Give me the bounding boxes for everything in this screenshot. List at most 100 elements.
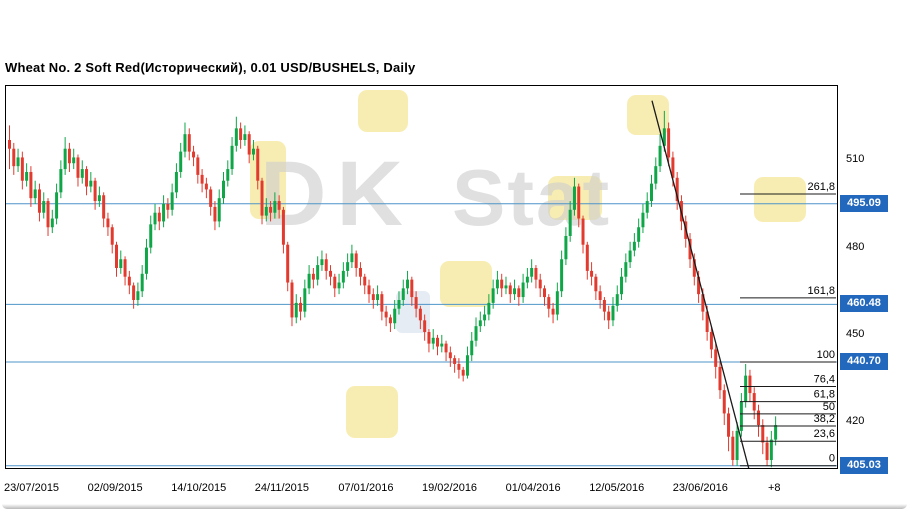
candle-body	[127, 276, 131, 286]
candle-body	[500, 279, 504, 289]
candle-body	[671, 157, 675, 178]
time-tick-label: 23/06/2016	[672, 482, 728, 494]
fib-level-label: 76,4	[814, 373, 835, 385]
candle-body	[761, 425, 765, 443]
candle-body	[140, 273, 144, 292]
candle-body	[196, 157, 200, 175]
candle-body	[645, 201, 649, 213]
candle-body	[470, 340, 474, 356]
candle-body	[701, 294, 705, 312]
candle-body	[538, 279, 542, 289]
candle-body	[620, 276, 624, 295]
candle-body	[371, 294, 375, 300]
candle-body	[709, 331, 713, 350]
shift-offset-label: +8	[768, 482, 781, 494]
candle-body	[144, 247, 148, 274]
chart-plot-area[interactable]: 261,8 161,8 100 76,4 61,8 50 38,2 23,6 0	[5, 85, 838, 469]
candle-body	[568, 209, 572, 236]
candle-body	[294, 302, 298, 318]
candle-body	[560, 259, 564, 292]
candle-body	[59, 169, 63, 193]
candle-body	[611, 305, 615, 321]
price-line-label-box: 405.03	[840, 456, 888, 474]
candle-body	[136, 291, 140, 300]
candle-body	[431, 337, 435, 344]
candle-body	[692, 259, 696, 277]
candle-body	[744, 375, 748, 402]
candle-body	[774, 425, 778, 440]
plot-border	[5, 85, 838, 469]
candle-body	[461, 369, 465, 376]
candle-body	[667, 128, 671, 158]
candle-body	[457, 363, 461, 370]
candle-body	[525, 276, 529, 283]
candle-body	[63, 148, 67, 170]
candle-body	[632, 241, 636, 251]
candle-body	[521, 282, 525, 298]
candle-body	[324, 259, 328, 271]
candle-body	[517, 288, 521, 298]
candle-body	[465, 355, 469, 376]
candle-body	[119, 259, 123, 268]
candle-body	[448, 352, 452, 359]
fib-level-label: 50	[823, 401, 835, 413]
time-tick-label: 07/01/2016	[338, 482, 394, 494]
candle-body	[93, 180, 97, 202]
candle-body	[543, 288, 546, 298]
candle-body	[72, 157, 76, 164]
candle-body	[269, 206, 273, 213]
candle-body	[341, 270, 345, 283]
candle-body	[491, 288, 495, 303]
candle-body	[551, 308, 555, 315]
candle-body	[735, 430, 739, 460]
candle-body	[320, 259, 324, 266]
candle-body	[697, 276, 701, 295]
time-tick-label: 12/05/2016	[589, 482, 645, 494]
candle-body	[748, 375, 752, 394]
candle-body	[316, 265, 320, 280]
price-line-label-box: 440.70	[840, 352, 888, 370]
candle-body	[585, 244, 589, 271]
candle-body	[615, 294, 619, 306]
candle-body	[247, 134, 251, 155]
fib-level-label: 0	[829, 453, 835, 465]
candle-body	[243, 134, 247, 140]
candle-body	[25, 171, 29, 181]
price-tick-label: 480	[846, 240, 865, 253]
candle-body	[183, 134, 187, 152]
watermark-block	[440, 261, 492, 307]
price-tick-label: 450	[846, 327, 865, 340]
watermark-block	[346, 386, 398, 438]
candle-body	[534, 267, 538, 280]
price-tick-label: 420	[846, 415, 865, 428]
candle-body	[234, 128, 238, 146]
watermark-block	[358, 90, 408, 132]
time-tick-label: 02/09/2015	[87, 482, 143, 494]
candle-body	[624, 262, 628, 277]
candle-body	[42, 201, 46, 213]
candle-body	[333, 276, 337, 289]
candle-body	[727, 413, 731, 437]
candle-body	[675, 177, 679, 202]
candle-body	[311, 273, 315, 280]
candle-body	[213, 206, 217, 222]
candle-body	[513, 288, 517, 295]
candle-body	[572, 186, 576, 210]
candle-body	[286, 244, 290, 283]
fib-level-label: 61,8	[814, 389, 835, 401]
fib-level-label: 38,2	[814, 413, 835, 425]
candle-body	[393, 308, 397, 324]
candle-body	[590, 270, 594, 277]
candle-body	[508, 285, 512, 295]
candle-body	[564, 235, 568, 260]
bottom-shadow	[2, 504, 907, 509]
candle-body	[256, 148, 260, 181]
candle-body	[555, 291, 559, 315]
candle-body	[192, 151, 196, 158]
candle-body	[444, 343, 448, 353]
candle-body	[204, 183, 208, 190]
trend-line[interactable]	[651, 100, 750, 469]
time-tick-label: 24/11/2015	[254, 482, 310, 494]
candle-body	[251, 148, 255, 155]
